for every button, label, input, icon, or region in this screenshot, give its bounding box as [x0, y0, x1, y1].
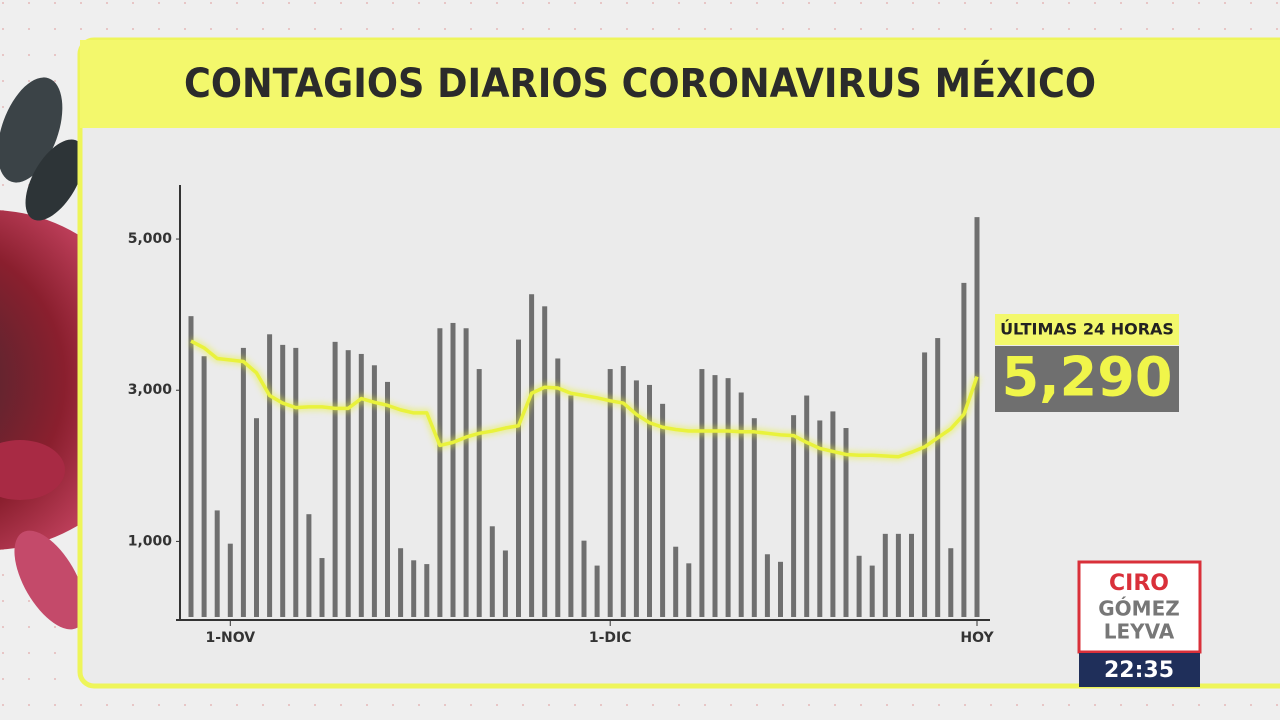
- bar: [385, 381, 390, 617]
- bar: [450, 322, 456, 617]
- bar: [633, 380, 639, 617]
- bar: [909, 533, 914, 617]
- callout-label-box: [995, 314, 1179, 345]
- bar: [699, 369, 705, 617]
- callout-value-box: [995, 346, 1179, 412]
- bar: [332, 341, 338, 617]
- bar: [568, 395, 574, 617]
- bar: [686, 563, 692, 617]
- bar: [817, 420, 823, 617]
- clock: 22:35: [1104, 658, 1174, 683]
- bar: [240, 347, 246, 617]
- bar: [424, 564, 430, 617]
- bar: [948, 548, 954, 617]
- bar: [895, 533, 901, 617]
- y-tick-label: 1,000: [128, 533, 173, 549]
- callout-value: 5,290: [1002, 346, 1173, 409]
- bar: [791, 415, 797, 617]
- logo-line: CIRO: [1109, 571, 1169, 596]
- bar: [673, 546, 679, 617]
- bar: [345, 350, 351, 617]
- bar: [293, 347, 299, 617]
- bar: [542, 306, 548, 617]
- bar: [502, 550, 508, 617]
- bar: [660, 403, 666, 617]
- y-tick-label: 3,000: [128, 382, 173, 398]
- x-tick-label: HOY: [960, 630, 994, 646]
- bar: [620, 366, 626, 617]
- bar: [830, 411, 836, 617]
- y-tick-label: 5,000: [128, 231, 173, 247]
- bar: [751, 418, 757, 617]
- bar: [398, 548, 404, 617]
- bar: [529, 294, 535, 617]
- logo-box: [1077, 560, 1202, 654]
- bar: [843, 428, 849, 617]
- bar: [254, 418, 259, 617]
- bar: [804, 395, 810, 617]
- bar: [974, 217, 980, 618]
- bar: [594, 565, 600, 617]
- bar: [371, 365, 377, 617]
- x-tick-label: 1-NOV: [205, 630, 255, 646]
- bar: [961, 282, 967, 617]
- bar: [712, 375, 718, 617]
- chart-title: CONTAGIOS DIARIOS CORONAVIRUS MÉXICO: [184, 59, 1096, 107]
- bar: [882, 533, 888, 617]
- bar: [267, 334, 273, 617]
- bar: [555, 358, 561, 617]
- trend-line: [190, 339, 979, 459]
- bar: [358, 353, 364, 617]
- bar: [280, 344, 286, 617]
- title-band: [80, 40, 1280, 128]
- bar: [856, 555, 862, 617]
- bar: [778, 561, 783, 617]
- bar: [935, 338, 941, 617]
- bar: [214, 510, 220, 617]
- logo-line: LEYVA: [1104, 620, 1175, 644]
- bar: [764, 554, 770, 617]
- bar: [463, 328, 469, 617]
- bar: [227, 543, 233, 617]
- bar: [411, 560, 417, 617]
- plot: 1,000 3,000 5,000 1-NOV 1-DIC HOY: [128, 217, 994, 646]
- bar: [489, 526, 495, 617]
- bar: [725, 378, 731, 617]
- bar: [201, 356, 207, 617]
- x-tick-label: 1-DIC: [589, 630, 632, 646]
- bar: [319, 558, 325, 617]
- logo-line: GÓMEZ: [1098, 597, 1179, 621]
- bar: [188, 316, 194, 617]
- bar: [869, 565, 875, 617]
- bar: [476, 369, 482, 617]
- bar: [738, 392, 744, 617]
- bar: [922, 352, 928, 617]
- bar: [306, 514, 312, 617]
- bar: [437, 328, 443, 617]
- bar: [581, 540, 587, 617]
- bar: [647, 384, 652, 617]
- clock-box: [1079, 653, 1200, 687]
- bar: [607, 369, 613, 617]
- bar: [516, 339, 521, 617]
- callout-label: ÚLTIMAS 24 HORAS: [1000, 320, 1174, 339]
